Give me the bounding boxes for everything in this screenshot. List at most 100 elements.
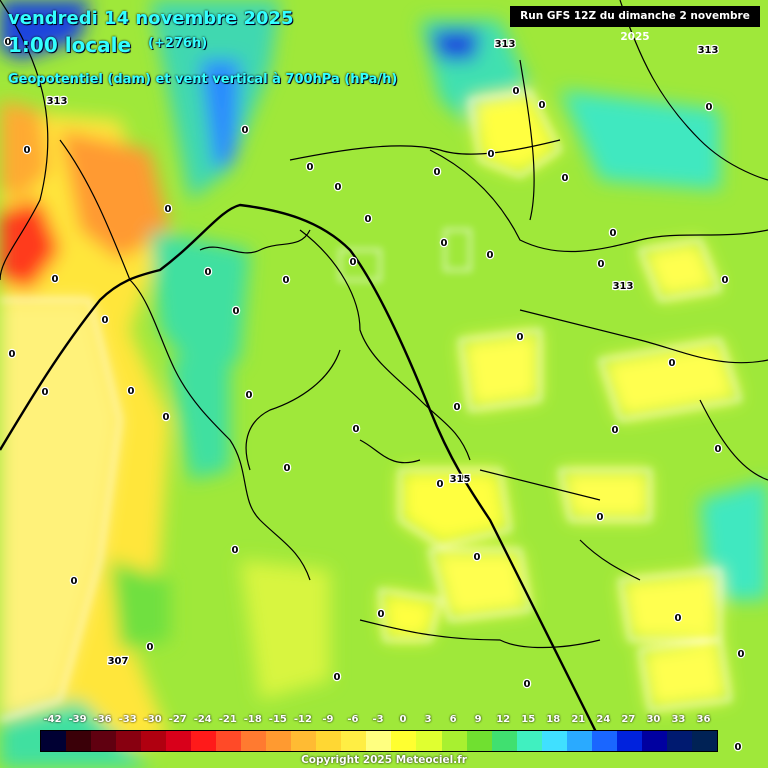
field-adriatic-cyan	[150, 230, 250, 380]
vertical-wind-label: 0	[233, 306, 240, 317]
legend-tick-label: 3	[424, 714, 432, 725]
field-ne-cyan-2	[560, 90, 720, 190]
legend-tick-label: 9	[474, 714, 482, 725]
legend-tick-label: 33	[671, 714, 686, 725]
field-sw-cyan	[110, 560, 170, 650]
zero-contours	[0, 90, 742, 721]
vertical-wind-label: 0	[52, 274, 59, 285]
vertical-wind-label: 0	[488, 149, 495, 160]
vertical-wind-label: 0	[353, 424, 360, 435]
legend-swatch	[41, 731, 67, 751]
vertical-wind-label: 0	[42, 387, 49, 398]
legend-swatch	[491, 731, 517, 751]
color-legend	[40, 730, 718, 752]
geopotential-label: 313	[698, 45, 719, 56]
field-west-red	[0, 200, 60, 290]
legend-tick-label: -18	[243, 714, 262, 725]
field-nw-orange	[0, 100, 50, 200]
legend-swatch	[366, 731, 392, 751]
geopotential-contour	[0, 203, 602, 741]
legend-swatch	[591, 731, 617, 751]
vertical-wind-label: 0	[434, 167, 441, 178]
field-bottom-yellow	[640, 640, 730, 710]
vertical-wind-label: 0	[246, 390, 253, 401]
legend-tick-label: 12	[496, 714, 511, 725]
legend-tick-label: -24	[193, 714, 212, 725]
legend-tick-label: 30	[646, 714, 661, 725]
forecast-date: vendredi 14 novembre 2025	[8, 8, 294, 29]
geopotential-label: 313	[613, 281, 634, 292]
legend-tick-label: 21	[571, 714, 586, 725]
vertical-wind-label: 0	[205, 267, 212, 278]
geopotential-label: 307	[108, 656, 129, 667]
field-east-yellow	[640, 240, 720, 300]
legend-swatch	[316, 731, 342, 751]
forecast-time: 1:00 locale	[8, 33, 132, 57]
legend-swatch	[116, 731, 142, 751]
vertical-wind-label: 0	[487, 250, 494, 261]
legend-tick-label: 6	[449, 714, 457, 725]
legend-swatch	[641, 731, 667, 751]
field-nw-blue	[0, 0, 90, 60]
legend-swatch	[191, 731, 217, 751]
legend-tick-label: -30	[143, 714, 162, 725]
run-info-box: Run GFS 12Z du dimanche 2 novembre 2025	[510, 6, 760, 43]
legend-swatch	[141, 731, 167, 751]
geopotential-label: 315	[450, 474, 471, 485]
legend-swatch	[241, 731, 267, 751]
legend-labels: -42 -39 -36 -33 -30 -27 -24 -21 -18 -15 -12 -9 -6 -3 0…	[40, 714, 716, 728]
vertical-wind-label: 0	[71, 576, 78, 587]
copyright: Copyright 2025 Meteociel.fr	[301, 754, 467, 766]
legend-swatch	[391, 731, 417, 751]
vertical-wind-label: 0	[715, 444, 722, 455]
legend-tick-label: -33	[118, 714, 137, 725]
field-anatolia-yellow	[460, 330, 540, 410]
legend-swatch	[341, 731, 367, 751]
vertical-wind-label: 0	[722, 275, 729, 286]
legend-tick-label: -3	[372, 714, 384, 725]
vertical-wind-label: 0	[706, 102, 713, 113]
field-aegean-yellow	[400, 470, 510, 545]
vertical-wind-label: 0	[163, 412, 170, 423]
vertical-wind-label: 0	[242, 125, 249, 136]
vertical-wind-label: 0	[562, 173, 569, 184]
legend-swatch	[691, 731, 717, 751]
vertical-wind-label: 0	[5, 37, 12, 48]
vertical-wind-label: 0	[350, 257, 357, 268]
coastlines	[0, 0, 768, 649]
parameter-title: Geopotentiel (dam) et vent vertical à 70…	[8, 72, 398, 87]
field-south-yellow	[240, 560, 330, 700]
legend-swatch	[216, 731, 242, 751]
legend-swatch	[666, 731, 692, 751]
vertical-wind-label: 0	[232, 545, 239, 556]
legend-tick-label: 27	[621, 714, 636, 725]
label-layer: 3133133133133153070000000000000000000000…	[3, 36, 746, 755]
legend-swatch	[616, 731, 642, 751]
field-n-blue	[430, 30, 480, 60]
legend-swatch	[566, 731, 592, 751]
legend-tick-label: -36	[93, 714, 112, 725]
vertical-wind-label: 0	[441, 238, 448, 249]
vertical-wind-label: 0	[9, 349, 16, 360]
field-crete-yellow	[430, 550, 530, 620]
vertical-wind-label: 0	[437, 479, 444, 490]
vertical-wind-label: 0	[335, 182, 342, 193]
legend-tick-label: 15	[521, 714, 536, 725]
vertical-wind-label: 0	[539, 100, 546, 111]
forecast-lead-time: (+276h)	[148, 36, 208, 51]
geopotential-label: 313	[47, 96, 68, 107]
vertical-wind-label: 0	[675, 613, 682, 624]
legend-tick-label: 0	[399, 714, 407, 725]
legend-tick-label: -15	[268, 714, 287, 725]
vertical-wind-label: 0	[283, 275, 290, 286]
field-se-yellow-2	[560, 470, 650, 520]
legend-swatch	[266, 731, 292, 751]
vertical-wind-label: 0	[513, 86, 520, 97]
vertical-wind-label: 0	[612, 425, 619, 436]
legend-swatch	[466, 731, 492, 751]
legend-tick-label: -39	[68, 714, 87, 725]
vertical-wind-label: 0	[334, 672, 341, 683]
legend-tick-label: -6	[347, 714, 359, 725]
